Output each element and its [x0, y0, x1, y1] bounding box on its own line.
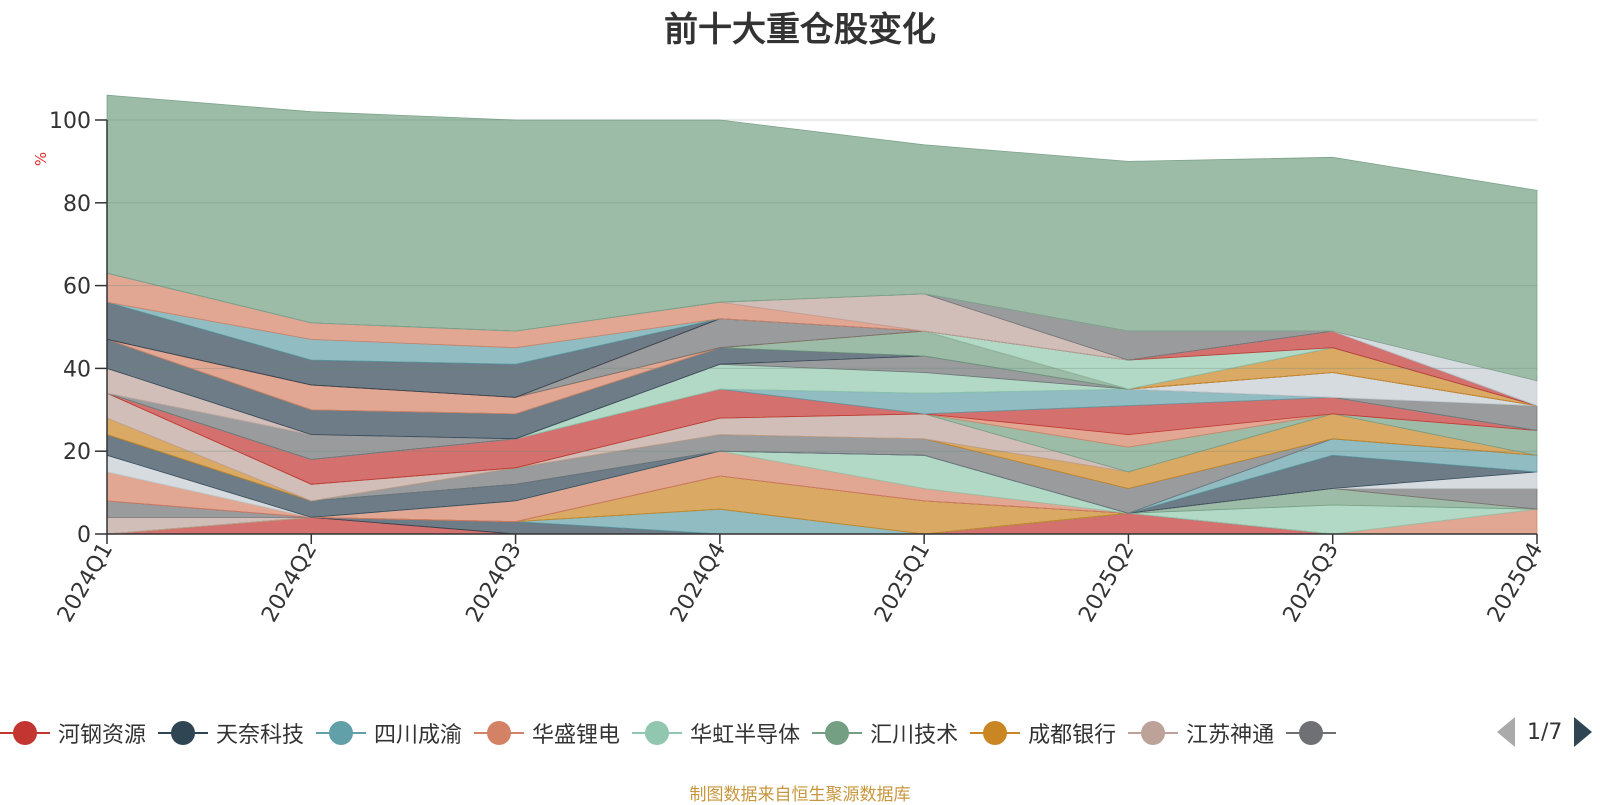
legend-label: 四川成渝: [374, 723, 463, 748]
legend-marker-icon: [0, 720, 50, 746]
y-tick-label: 100: [49, 109, 91, 134]
legend-page-indicator: 1/7: [1527, 719, 1563, 745]
legend-marker-icon: [632, 720, 683, 746]
legend-marker-icon: [1128, 720, 1179, 746]
legend-marker-icon: [316, 720, 367, 746]
x-tick-label: 2024Q1: [53, 539, 118, 627]
x-tick-label: 2024Q4: [666, 539, 731, 627]
legend-item[interactable]: 四川成渝: [316, 717, 462, 749]
source-note: 制图数据来自恒生聚源数据库: [689, 785, 911, 805]
y-tick-label: 20: [63, 440, 91, 465]
legend-pager: 1/7: [1497, 717, 1593, 747]
legend-marker-icon: [474, 720, 525, 746]
y-tick-label: 0: [77, 523, 91, 548]
legend-label: 汇川技术: [870, 723, 959, 748]
legend-next-icon[interactable]: [1574, 717, 1593, 747]
legend-marker-icon: [158, 720, 209, 746]
x-tick-label: 2024Q2: [257, 539, 322, 627]
legend-item[interactable]: 华虹半导体: [632, 717, 800, 749]
legend-label: 华虹半导体: [690, 723, 801, 748]
area-layer: [106, 94, 1538, 535]
legend: 河钢资源 天奈科技 四川成渝 华盛锂电 华虹半导体 汇川技术 成都银行 江苏神通: [0, 715, 1356, 751]
area-series-39: [106, 94, 1538, 382]
x-tick-label: 2025Q4: [1483, 539, 1548, 627]
legend-marker-icon: [1286, 720, 1337, 746]
x-tick-label: 2024Q3: [461, 539, 526, 627]
x-tick-label: 2025Q1: [870, 539, 935, 627]
legend-label: 河钢资源: [58, 723, 147, 748]
legend-item[interactable]: 河钢资源: [0, 717, 146, 749]
legend-item[interactable]: 成都银行: [970, 717, 1116, 749]
legend-marker-icon: [812, 720, 863, 746]
y-tick-label: 80: [63, 192, 91, 217]
chart-title: 前十大重仓股变化: [664, 10, 936, 50]
legend-label: 华盛锂电: [532, 723, 621, 748]
legend-label: 江苏神通: [1186, 723, 1275, 748]
legend-label: 成都银行: [1028, 723, 1117, 748]
x-tick-label: 2025Q2: [1074, 539, 1139, 627]
x-tick-label: 2025Q3: [1279, 539, 1344, 627]
y-tick-label: 60: [63, 275, 91, 300]
legend-item[interactable]: 汇川技术: [812, 717, 958, 749]
legend-item[interactable]: 华盛锂电: [474, 717, 620, 749]
y-tick-label: 40: [63, 357, 91, 382]
legend-label: 天奈科技: [216, 723, 305, 748]
legend-item[interactable]: [1286, 720, 1344, 746]
legend-prev-icon[interactable]: [1497, 717, 1515, 747]
legend-item[interactable]: 天奈科技: [158, 717, 304, 749]
legend-marker-icon: [970, 720, 1021, 746]
legend-item[interactable]: 江苏神通: [1128, 717, 1274, 749]
stacked-area-chart: 0 20 40 60 80 100 2024Q1 2024Q2 2024Q3 2024Q4 2025…: [49, 94, 1548, 627]
